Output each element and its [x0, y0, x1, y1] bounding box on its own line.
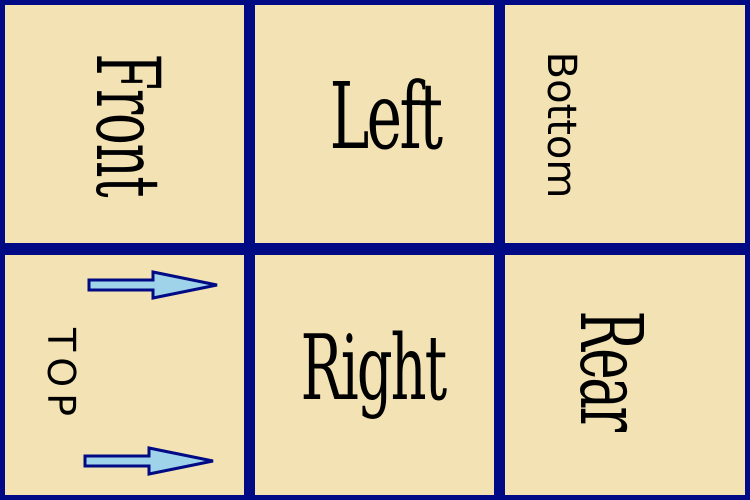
right-label: Right [300, 316, 448, 421]
top-label: TOP [39, 327, 83, 423]
cell-front: Front [5, 5, 244, 243]
cell-bottom: Bottom [505, 5, 745, 243]
arrow-right-icon [83, 446, 214, 476]
bottom-label: Bottom [538, 51, 584, 199]
cell-left: Left [255, 5, 494, 243]
cell-right: Right [255, 255, 494, 495]
rear-label: Rear [560, 310, 660, 430]
front-label: Front [76, 53, 179, 197]
cell-rear: Rear [505, 255, 745, 495]
cell-top: TOP [5, 255, 244, 495]
arrow-right-icon [87, 270, 218, 300]
left-label: Left [329, 63, 443, 170]
